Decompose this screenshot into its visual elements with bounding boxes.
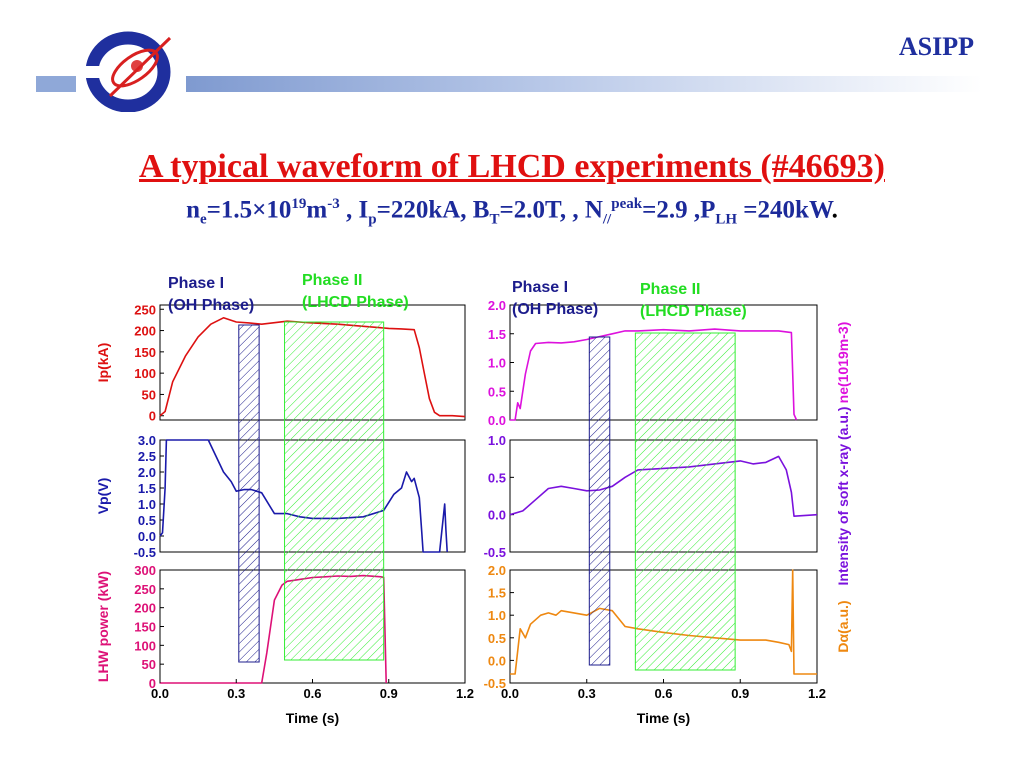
ne-symbol: n (186, 196, 200, 224)
plh-sub: LH (715, 211, 738, 228)
y-axis-label: Dα(a.u.) (835, 600, 851, 652)
npar-symbol: N (584, 196, 603, 224)
phase1-region (238, 324, 260, 663)
y-tick-label: 1.0 (488, 356, 506, 371)
x-tick-label: 0.9 (731, 686, 749, 701)
y-tick-label: 0.5 (488, 384, 506, 399)
bt-value: =2.0T, , (499, 196, 585, 224)
y-tick-label: 100 (134, 638, 156, 653)
y-tick-label: 0 (149, 409, 156, 424)
phase2-region (634, 332, 736, 671)
phase2-label: Phase II (640, 281, 700, 298)
y-tick-label: 2.0 (488, 563, 506, 578)
y-tick-label: -0.5 (484, 545, 506, 560)
y-axis-label: Intensity of soft x-ray (a.u.) (835, 407, 851, 586)
phase1-label: Phase I (512, 279, 568, 296)
npar-sup: peak (611, 196, 643, 212)
x-tick-label: 0.3 (227, 686, 245, 701)
y-tick-label: 0 (149, 676, 156, 691)
phase1-region (588, 336, 611, 666)
params-end: . (831, 196, 838, 224)
x-tick-label: 0.6 (303, 686, 321, 701)
ne-value: =1.5×10 (206, 196, 292, 224)
npar-sub: // (602, 211, 612, 228)
y-tick-label: -0.5 (484, 676, 506, 691)
y-tick-label: 2.0 (488, 298, 506, 313)
y-tick-label: 1.0 (488, 433, 506, 448)
y-axis-label: ne(1019m-3) (835, 322, 851, 404)
y-tick-label: 2.5 (138, 449, 156, 464)
plh-value: =240kW (737, 196, 832, 224)
y-tick-label: -0.5 (134, 545, 156, 560)
series-line (510, 569, 817, 675)
phase2-sublabel: (LHCD Phase) (302, 294, 409, 311)
y-tick-label: 300 (134, 563, 156, 578)
y-tick-label: 3.0 (138, 433, 156, 448)
y-axis-label: Ip(kA) (95, 343, 111, 383)
ne-sub: e (200, 211, 207, 228)
phase1-label: Phase I (168, 275, 224, 292)
x-axis-label: Time (s) (637, 710, 690, 726)
x-tick-label: 1.2 (808, 686, 826, 701)
y-tick-label: 1.5 (138, 481, 156, 496)
header-bar-right (186, 76, 982, 92)
x-axis-label: Time (s) (286, 710, 339, 726)
phase2-sublabel: (LHCD Phase) (640, 303, 747, 320)
y-tick-label: 1.5 (488, 327, 506, 342)
y-tick-label: 200 (134, 601, 156, 616)
y-tick-label: 250 (134, 582, 156, 597)
y-axis-label: Vp(V) (95, 478, 111, 515)
asipp-logo (80, 31, 172, 112)
bt-symbol: B (472, 196, 490, 224)
ip-sub: p (368, 211, 377, 228)
y-tick-label: 150 (134, 345, 156, 360)
y-tick-label: 1.5 (488, 586, 506, 601)
y-tick-label: 0.5 (488, 631, 506, 646)
x-tick-label: 1.2 (456, 686, 474, 701)
npar-value: =2.9 , (642, 196, 701, 224)
y-tick-label: 0.5 (488, 470, 506, 485)
page-title: A typical waveform of LHCD experiments (… (139, 148, 885, 185)
phase2-region (284, 321, 385, 661)
y-tick-label: 0.0 (488, 508, 506, 523)
bt-sub: T (489, 211, 500, 228)
y-tick-label: 150 (134, 620, 156, 635)
series-line (510, 328, 798, 421)
ne-unit-exp: -3 (327, 196, 340, 212)
y-tick-label: 1.0 (488, 608, 506, 623)
y-axis-label: LHW power (kW) (95, 571, 111, 682)
x-tick-label: 0.3 (578, 686, 596, 701)
x-tick-label: 0.0 (501, 686, 519, 701)
y-tick-label: 2.0 (138, 465, 156, 480)
header-bar-left (36, 76, 76, 92)
ne-unit: m (306, 196, 328, 224)
phase1-sublabel: (OH Phase) (168, 297, 254, 314)
plasma-parameters: ne=1.5×1019m-3 , Ip=220kA, BT=2.0T, , N/… (0, 196, 1024, 228)
org-name: ASIPP (898, 32, 974, 61)
y-tick-label: 1.0 (138, 497, 156, 512)
ip-value: =220kA, (376, 196, 473, 224)
y-tick-label: 100 (134, 366, 156, 381)
y-tick-label: 200 (134, 324, 156, 339)
sep1: , (339, 196, 359, 224)
y-tick-label: 0.5 (138, 513, 156, 528)
y-tick-label: 50 (142, 387, 156, 402)
y-tick-label: 0.0 (138, 529, 156, 544)
ne-exp: 19 (291, 196, 307, 212)
x-tick-label: 0.9 (380, 686, 398, 701)
x-tick-label: 0.0 (151, 686, 169, 701)
ip-symbol: I (358, 196, 369, 224)
y-tick-label: 0.0 (488, 413, 506, 428)
plh-symbol: P (700, 196, 716, 224)
y-tick-label: 0.0 (488, 653, 506, 668)
y-tick-label: 50 (142, 657, 156, 672)
y-tick-label: 250 (134, 302, 156, 317)
x-tick-label: 0.6 (654, 686, 672, 701)
phase2-label: Phase II (302, 272, 362, 289)
phase1-sublabel: (OH Phase) (512, 301, 598, 318)
